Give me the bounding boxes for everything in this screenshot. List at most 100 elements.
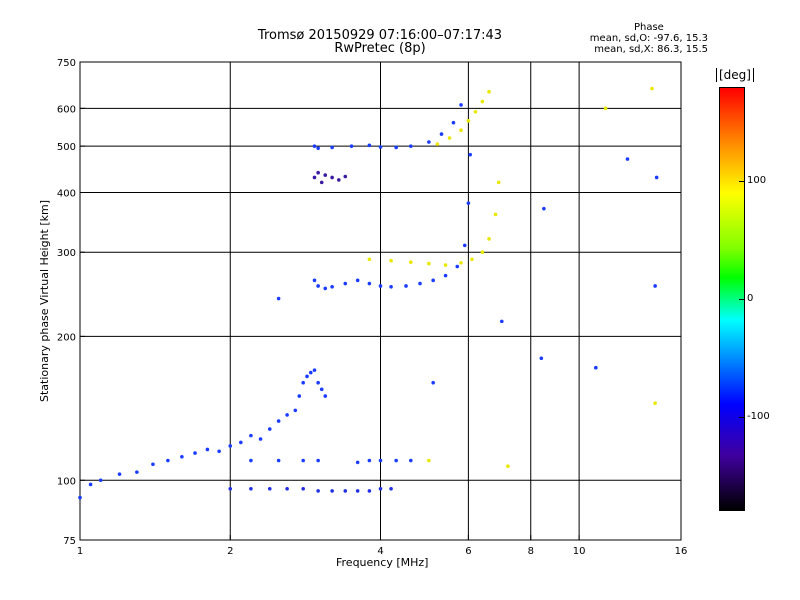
data-point	[650, 86, 654, 91]
chart-title: Tromsø 20150929 07:16:00–07:17:43	[257, 28, 503, 43]
y-tick-label: 500	[57, 142, 76, 153]
data-point	[249, 433, 253, 438]
data-point	[439, 132, 444, 136]
data-point	[470, 257, 474, 262]
data-point	[625, 157, 630, 161]
data-point	[378, 458, 383, 463]
data-point	[427, 458, 431, 463]
colorbar-tick-label: -100	[747, 410, 770, 422]
data-point	[367, 143, 372, 148]
data-point	[276, 296, 281, 301]
data-point	[337, 178, 341, 182]
data-point	[285, 486, 289, 491]
data-point	[355, 278, 360, 283]
y-tick-label: 100	[57, 476, 76, 487]
data-point	[466, 119, 471, 123]
data-point	[367, 458, 372, 463]
data-point	[301, 486, 305, 491]
data-point	[389, 284, 393, 289]
data-point	[487, 237, 491, 241]
x-axis-label: Frequency [MHz]	[336, 556, 429, 569]
y-tick-label: 400	[57, 188, 76, 199]
data-point	[349, 144, 354, 148]
data-point	[443, 263, 448, 267]
data-point	[135, 470, 139, 474]
data-point	[330, 175, 334, 180]
colorbar-tick-mark	[739, 416, 745, 418]
x-tick-label: 6	[465, 546, 471, 557]
data-point	[367, 257, 372, 262]
x-axis-ticks: 1 2 4 6 8 10 16	[77, 535, 688, 557]
data-points	[78, 86, 659, 500]
data-point	[408, 458, 413, 463]
data-point	[496, 180, 501, 185]
x-tick-label: 1	[77, 546, 83, 557]
data-point	[355, 460, 360, 465]
data-point	[305, 374, 309, 379]
data-point	[408, 260, 413, 264]
data-point	[151, 462, 155, 467]
data-point	[301, 458, 305, 463]
data-point	[394, 145, 398, 150]
data-point	[312, 144, 317, 148]
data-point	[330, 284, 334, 289]
data-point	[249, 486, 253, 491]
data-point	[378, 284, 383, 288]
data-point	[228, 486, 233, 491]
data-point	[316, 458, 320, 463]
data-point	[378, 486, 383, 491]
phase-stats-title: Phase	[633, 22, 664, 33]
data-point	[88, 482, 93, 487]
data-point	[98, 478, 103, 483]
data-point	[389, 258, 393, 263]
data-point	[435, 142, 440, 146]
data-point	[594, 365, 598, 370]
data-point	[330, 489, 334, 493]
colorbar-tick-label: 0	[747, 293, 754, 304]
data-point	[480, 250, 485, 255]
data-point	[443, 273, 448, 278]
phase-stats: Phase mean, sd,O: -97.6, 15.3 mean, sd,X…	[590, 22, 708, 55]
data-point	[343, 281, 348, 286]
x-tick-label: 8	[528, 546, 534, 557]
data-point	[249, 458, 253, 463]
data-point	[323, 173, 328, 177]
data-point	[480, 99, 485, 104]
data-point	[653, 284, 657, 288]
grid-lines	[80, 62, 681, 540]
y-tick-label: 200	[57, 332, 76, 343]
data-point	[312, 368, 317, 372]
data-point	[389, 486, 393, 491]
data-point	[447, 136, 452, 140]
data-point	[180, 454, 184, 459]
colorbar-tick-mark	[739, 181, 745, 183]
x-tick-label: 16	[675, 546, 688, 557]
data-point	[653, 401, 657, 405]
data-point	[205, 447, 210, 452]
data-point	[468, 152, 472, 157]
data-point	[316, 489, 320, 493]
y-tick-label: 75	[63, 536, 76, 547]
data-point	[459, 261, 463, 265]
data-point	[654, 175, 659, 180]
data-point	[297, 394, 302, 398]
data-point	[343, 174, 348, 179]
data-point	[316, 170, 320, 175]
data-point	[500, 319, 504, 324]
data-point	[228, 444, 233, 448]
colorbar-unit-label: [deg]	[716, 68, 754, 82]
data-point	[506, 464, 510, 469]
data-point	[427, 261, 431, 266]
data-point	[431, 278, 435, 283]
data-point	[603, 106, 608, 111]
data-point	[316, 284, 320, 288]
y-axis-ticks: 75 100 200 300 400 500 600 750	[57, 58, 85, 547]
phase-stats-o: mean, sd,O: -97.6, 15.3	[589, 33, 708, 44]
data-point	[404, 284, 408, 288]
data-point	[293, 408, 298, 413]
data-point	[316, 146, 320, 151]
data-point	[258, 437, 263, 441]
data-point	[487, 89, 491, 94]
data-point	[267, 427, 272, 431]
